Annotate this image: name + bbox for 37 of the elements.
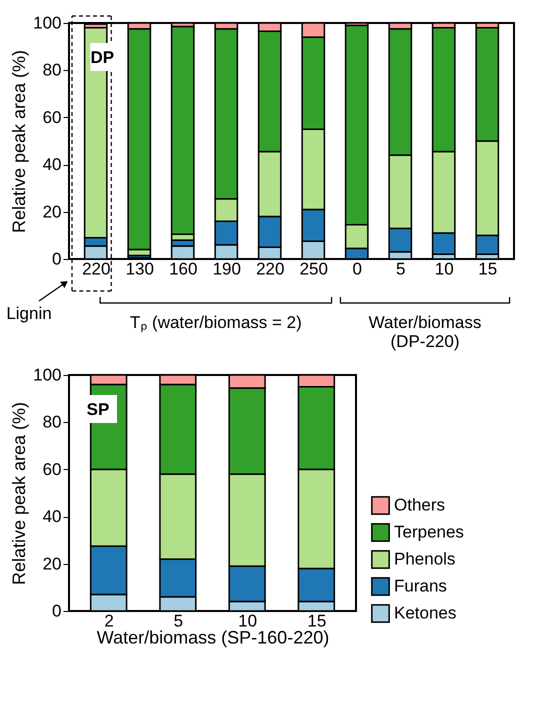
x-tick-label: 130 xyxy=(126,260,154,278)
legend-label: Others xyxy=(394,496,446,514)
legend-label: Ketones xyxy=(394,604,456,622)
text: Water/biomass (DP-220) xyxy=(368,313,482,351)
x-tick-label: 190 xyxy=(212,260,241,278)
x-tick-label: 220 xyxy=(82,260,110,278)
annotation: SP xyxy=(86,400,110,419)
y-tick-label: 100 xyxy=(33,366,62,384)
y-tick-label: 60 xyxy=(42,108,62,127)
y-axis-title: Relative peak area (%) xyxy=(9,402,30,586)
text: Lignin xyxy=(6,304,52,323)
x-tick-label: 0 xyxy=(352,260,362,278)
x-tick-label: 15 xyxy=(307,612,326,630)
x-tick-label: 2 xyxy=(104,612,114,630)
x-tick-label: 15 xyxy=(478,260,498,278)
y-tick-label: 20 xyxy=(42,202,62,222)
x-tick-label: 10 xyxy=(238,612,258,630)
y-axis-title: Relative peak area (%) xyxy=(9,50,30,234)
x-tick-label: 10 xyxy=(434,260,454,278)
y-tick-label: 100 xyxy=(33,14,62,32)
x-axis-title: Water/biomass (SP-160-220) xyxy=(96,628,330,648)
legend-label: Terpenes xyxy=(394,522,464,542)
legend-label: Furans xyxy=(394,576,447,596)
y-tick-label: 80 xyxy=(42,60,62,80)
legend-label: Phenols xyxy=(394,550,456,568)
annotation: DP xyxy=(90,48,114,67)
x-tick-label: 220 xyxy=(256,260,284,278)
y-tick-label: 40 xyxy=(42,507,62,526)
y-tick-label: 80 xyxy=(42,412,62,432)
x-tick-label: 5 xyxy=(396,260,406,278)
x-tick-label: 5 xyxy=(174,612,184,630)
x-tick-label: 160 xyxy=(169,260,198,278)
y-tick-label: 20 xyxy=(42,554,62,574)
text: Tₚ (water/biomass = 2) xyxy=(130,313,302,333)
y-tick-label: 40 xyxy=(42,155,62,174)
y-tick-label: 60 xyxy=(42,460,62,479)
x-tick-label: 250 xyxy=(300,260,328,278)
